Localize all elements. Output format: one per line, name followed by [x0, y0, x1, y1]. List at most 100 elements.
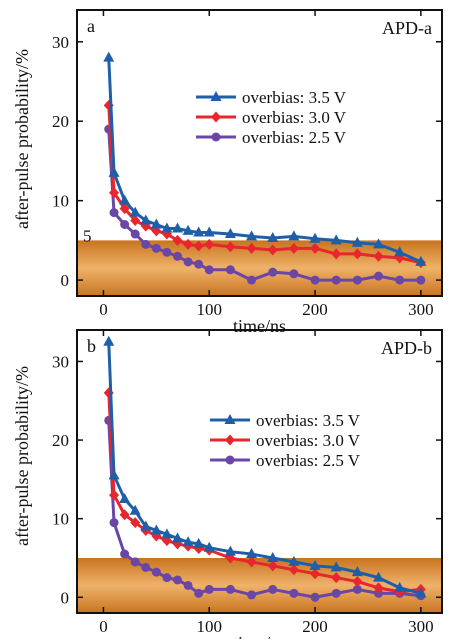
data-point — [309, 559, 321, 570]
legend-swatch-marker — [225, 455, 235, 465]
data-point — [182, 224, 194, 235]
data-point — [288, 230, 300, 241]
y-tick-label: 20 — [52, 431, 69, 450]
data-point — [194, 588, 204, 598]
data-point — [183, 580, 193, 590]
data-point — [394, 581, 406, 592]
data-point — [352, 275, 362, 285]
data-point — [162, 247, 172, 257]
data-point — [140, 520, 152, 531]
data-point — [247, 590, 257, 600]
x-tick-label: 300 — [408, 300, 434, 319]
data-point — [224, 228, 236, 239]
legend-entry: overbias: 3.5 V — [242, 88, 347, 107]
panel-title: APD-b — [381, 338, 432, 358]
data-point — [267, 551, 279, 562]
data-point — [103, 51, 115, 62]
data-point — [172, 532, 184, 543]
data-point — [150, 524, 162, 535]
data-point — [203, 226, 215, 237]
legend-swatch-marker — [225, 434, 235, 446]
data-point — [374, 588, 384, 598]
y-tick-label: 20 — [52, 112, 69, 131]
data-point — [416, 275, 426, 285]
legend-swatch-marker — [224, 414, 236, 424]
series-triangle — [103, 51, 427, 266]
data-point — [268, 267, 278, 277]
data-point — [130, 229, 140, 239]
data-point — [225, 265, 235, 275]
data-point — [267, 232, 279, 243]
data-point — [130, 517, 141, 529]
series-triangle — [103, 335, 427, 598]
x-tick-label: 200 — [302, 300, 328, 319]
legend-entry: overbias: 3.0 V — [256, 431, 361, 450]
data-point — [330, 561, 342, 572]
data-point — [119, 509, 130, 521]
legend-entry: overbias: 2.5 V — [242, 128, 347, 147]
data-point — [310, 242, 321, 254]
data-point — [182, 536, 194, 547]
y-axis-title-top: after-pulse probability/% — [12, 49, 32, 229]
panel-letter: a — [87, 16, 95, 36]
data-point — [309, 232, 321, 243]
data-point — [288, 242, 299, 254]
plot-frame — [76, 9, 443, 297]
data-point — [151, 567, 161, 577]
data-point — [415, 587, 427, 598]
data-point — [415, 255, 427, 266]
data-point — [331, 275, 341, 285]
y-tick-label: 10 — [52, 192, 69, 211]
data-point — [162, 573, 172, 583]
data-point — [267, 244, 278, 256]
plot-frame — [76, 329, 443, 614]
data-point — [173, 575, 183, 585]
data-point — [150, 218, 162, 229]
x-tick-label: 0 — [99, 617, 108, 636]
y-tick-label: 30 — [52, 352, 69, 371]
data-point — [373, 250, 384, 262]
data-point — [288, 555, 300, 566]
data-point — [129, 206, 141, 217]
data-point — [130, 557, 140, 567]
data-point — [103, 335, 115, 346]
y-tick-label: 10 — [52, 510, 69, 529]
x-tick-label: 100 — [196, 617, 222, 636]
y-tick-label: 30 — [52, 33, 69, 52]
data-point — [204, 584, 214, 594]
data-point — [289, 269, 299, 279]
data-point — [161, 222, 173, 233]
legend-swatch-marker — [211, 132, 221, 142]
data-point — [246, 242, 257, 254]
data-point — [247, 275, 257, 285]
series-diamond — [103, 99, 426, 269]
data-point — [204, 238, 215, 250]
y-axis-title-bottom: after-pulse probability/% — [12, 366, 32, 546]
data-point — [130, 215, 141, 227]
y-tick-label: 0 — [61, 271, 70, 290]
data-point — [373, 238, 385, 249]
data-point — [108, 469, 120, 480]
data-point — [193, 240, 204, 252]
legend-swatch-marker — [210, 91, 222, 101]
legend-swatch-marker — [211, 111, 221, 123]
panel-letter: b — [87, 336, 96, 356]
data-point — [183, 238, 194, 250]
y-tick-label: 0 — [61, 588, 70, 607]
data-point — [351, 236, 363, 247]
data-point — [331, 572, 342, 584]
data-point — [141, 239, 151, 249]
data-point — [289, 588, 299, 598]
data-point — [246, 556, 257, 568]
data-point — [352, 248, 363, 260]
panel-apd-b: 0 100 200 300 0 10 20 30 time/ns b APD-b overbias: … — [52, 329, 443, 639]
panel-title: APD-a — [382, 18, 432, 38]
data-point — [203, 541, 215, 552]
data-point — [225, 241, 236, 253]
data-point — [310, 592, 320, 602]
data-point — [151, 243, 161, 253]
data-point — [141, 562, 151, 572]
legend-entry: overbias: 3.5 V — [256, 411, 361, 430]
data-point — [119, 194, 131, 205]
